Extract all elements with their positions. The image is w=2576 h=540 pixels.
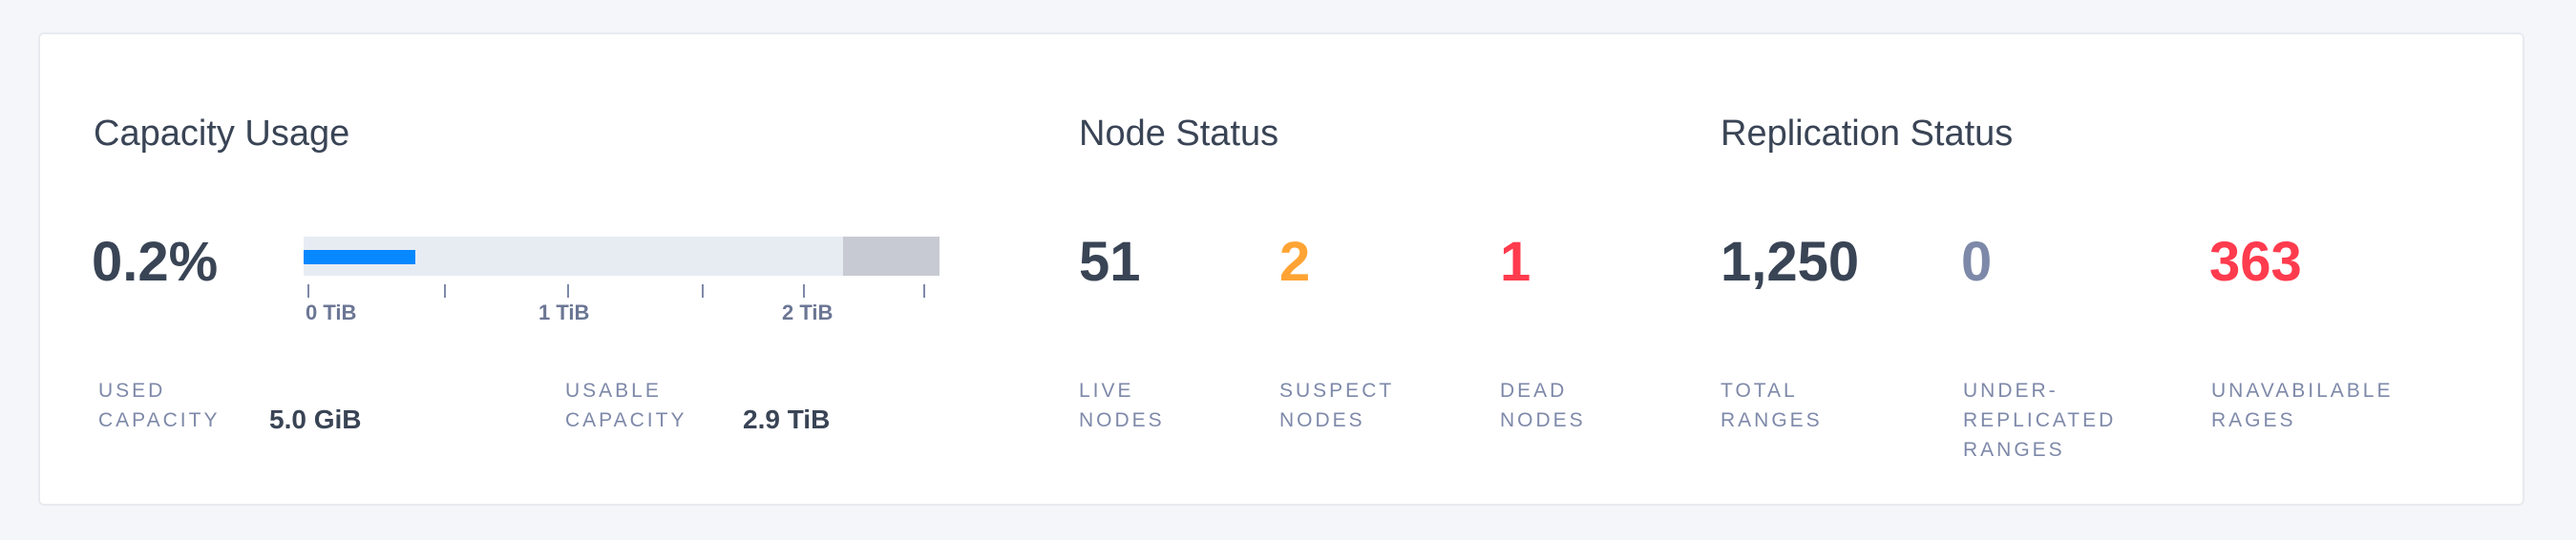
label-line: CAPACITY xyxy=(565,409,687,431)
total-ranges-label: TOTAL RANGES xyxy=(1721,376,1823,435)
capacity-tick xyxy=(444,284,446,298)
dead-nodes-label: DEAD NODES xyxy=(1500,376,1586,435)
usable-capacity-label: USABLE CAPACITY xyxy=(565,376,686,435)
label-line: NODES xyxy=(1079,409,1165,431)
under-replicated-ranges-label: UNDER- REPLICATED RANGES xyxy=(1963,376,2116,465)
under-replicated-ranges-value: 0 xyxy=(1961,231,1993,293)
suspect-nodes-label: SUSPECT NODES xyxy=(1279,376,1394,435)
capacity-tick xyxy=(702,284,704,298)
unavailable-ranges-label: UNAVABILABLE RAGES xyxy=(2211,376,2393,435)
node-status-title: Node Status xyxy=(1079,114,1279,154)
total-ranges-value: 1,250 xyxy=(1721,231,1860,293)
label-line: USABLE xyxy=(565,380,662,402)
capacity-tick xyxy=(803,284,805,298)
tick-label: 1 TiB xyxy=(538,301,590,324)
capacity-usage-title: Capacity Usage xyxy=(94,114,350,154)
capacity-bar-used xyxy=(304,250,415,264)
capacity-bar xyxy=(304,237,940,276)
capacity-percent: 0.2% xyxy=(92,231,219,293)
used-capacity-value: 5.0 GiB xyxy=(269,405,362,434)
label-line: TOTAL xyxy=(1721,380,1798,402)
used-capacity-label: USED CAPACITY xyxy=(98,376,220,435)
label-line: RANGES xyxy=(1721,409,1823,431)
label-line: RANGES xyxy=(1963,439,2065,461)
capacity-tick xyxy=(567,284,569,298)
live-nodes-value[interactable]: 51 xyxy=(1079,231,1141,293)
tick-label: 0 TiB xyxy=(306,301,357,324)
tick-label: 2 TiB xyxy=(782,301,834,324)
label-line: NODES xyxy=(1500,409,1586,431)
capacity-bar-reserved xyxy=(843,237,940,276)
label-line: USED xyxy=(98,380,166,402)
suspect-nodes-value[interactable]: 2 xyxy=(1279,231,1311,293)
label-line: DEAD xyxy=(1500,380,1568,402)
label-line: UNDER- xyxy=(1963,380,2059,402)
unavailable-ranges-value: 363 xyxy=(2209,231,2302,293)
usable-capacity-value: 2.9 TiB xyxy=(743,405,831,434)
capacity-tick xyxy=(923,284,925,298)
label-line: LIVE xyxy=(1079,380,1134,402)
capacity-tick xyxy=(307,284,309,298)
replication-status-title: Replication Status xyxy=(1721,114,2014,154)
label-line: RAGES xyxy=(2211,409,2296,431)
live-nodes-label: LIVE NODES xyxy=(1079,376,1165,435)
label-line: REPLICATED xyxy=(1963,409,2117,431)
dead-nodes-value[interactable]: 1 xyxy=(1500,231,1531,293)
label-line: SUSPECT xyxy=(1279,380,1395,402)
label-line: CAPACITY xyxy=(98,409,221,431)
label-line: UNAVABILABLE xyxy=(2211,380,2394,402)
label-line: NODES xyxy=(1279,409,1365,431)
